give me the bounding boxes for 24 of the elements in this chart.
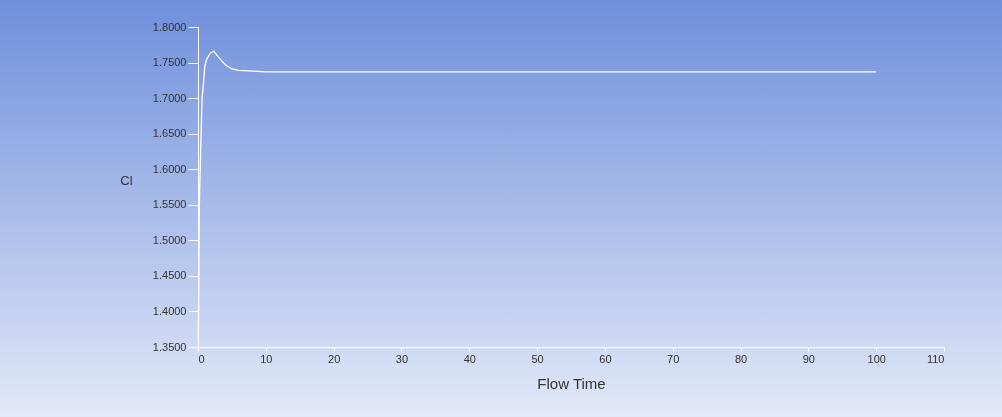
y-tick-label: 1.6500 (152, 127, 187, 140)
y-tick-label: 1.8000 (152, 20, 187, 33)
y-tick-label: 1.4500 (152, 269, 187, 282)
y-tick-label: 1.7500 (152, 56, 187, 69)
x-tick-label: 30 (395, 352, 409, 365)
x-tick-label: 60 (599, 352, 612, 365)
x-tick-label: 50 (531, 352, 544, 365)
y-tick-label: 1.3500 (152, 340, 187, 353)
x-tick-label: 100 (867, 352, 886, 365)
x-tick-label: 40 (463, 352, 476, 365)
y-axis-title: Cl (120, 172, 133, 188)
y-tick-label: 1.4000 (152, 304, 187, 317)
x-axis-title: Flow Time (537, 374, 606, 392)
x-tick-label: 110 (926, 352, 945, 365)
x-tick-label: 70 (667, 352, 680, 365)
y-tick-label: 1.6000 (152, 162, 187, 175)
x-tick-label: 20 (328, 352, 341, 365)
y-tick-label: 1.5500 (152, 198, 187, 211)
x-tick-label: 90 (802, 352, 815, 365)
y-tick-label: 1.5000 (152, 233, 187, 246)
y-tick-label: 1.7000 (152, 91, 187, 104)
x-tick-label: 0 (198, 352, 205, 365)
x-tick-label: 80 (734, 352, 748, 365)
x-tick-label: 10 (260, 352, 273, 365)
